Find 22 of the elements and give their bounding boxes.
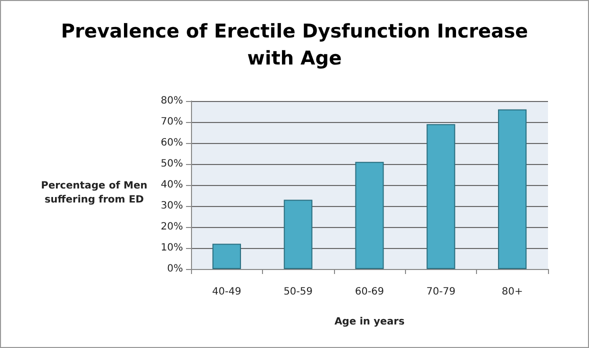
y-tick-label: 70% — [160, 116, 183, 128]
x-axis-title: Age in years — [334, 316, 405, 328]
y-tick-label: 30% — [160, 200, 183, 212]
bar — [498, 109, 527, 269]
x-tick-label: 70-79 — [426, 286, 456, 298]
chart-title: Prevalence of Erectile Dysfunction Increase with Age — [60, 20, 528, 70]
x-tick-label: 60-69 — [354, 286, 384, 298]
bar — [284, 200, 312, 269]
bar — [212, 244, 241, 269]
bar — [355, 162, 384, 269]
y-axis-title: Percentage of Men suffering from ED — [40, 180, 148, 206]
bar — [426, 124, 456, 269]
y-tick-label: 10% — [160, 242, 183, 254]
y-tick-label: 40% — [160, 180, 183, 190]
x-tick-label: 50-59 — [284, 286, 313, 298]
x-tick-label: 40-49 — [212, 286, 242, 298]
y-tick-label: 60% — [160, 138, 183, 148]
y-tick-label: 20% — [160, 222, 183, 232]
y-tick-label: 50% — [160, 158, 183, 170]
x-tick-label: 80+ — [502, 286, 523, 298]
y-tick-label: 0% — [167, 264, 183, 274]
y-tick-label: 80% — [160, 96, 183, 106]
